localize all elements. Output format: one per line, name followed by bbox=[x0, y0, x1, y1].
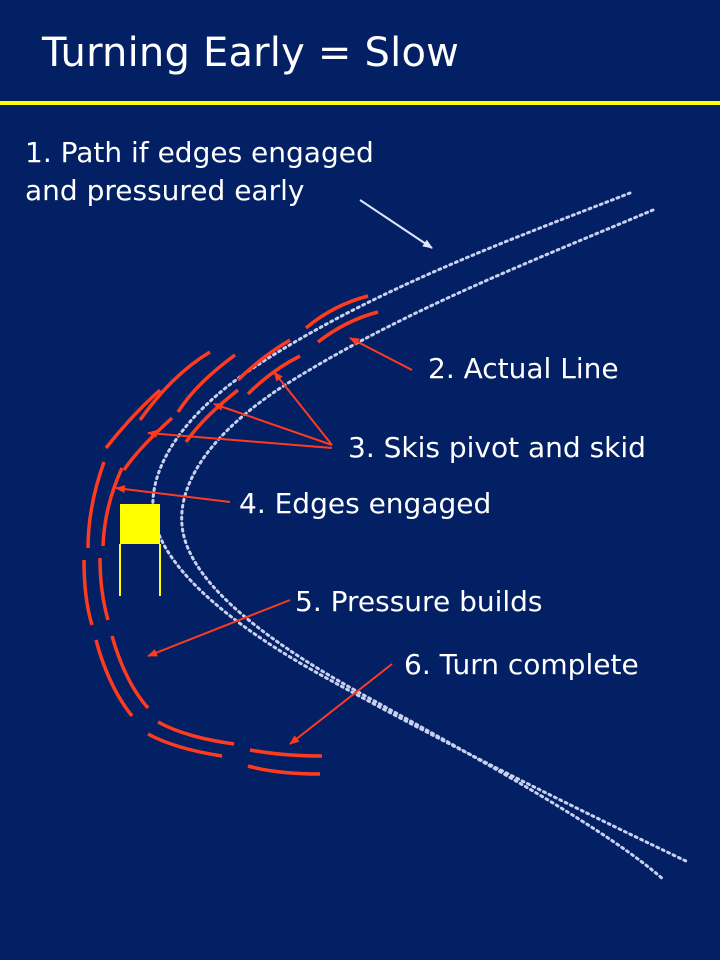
ideal-path bbox=[151, 191, 690, 882]
title-underline bbox=[0, 101, 720, 105]
track-complete-2 bbox=[157, 720, 235, 746]
track-complete-1 bbox=[147, 732, 223, 758]
slide-title: Turning Early = Slow bbox=[42, 30, 460, 76]
track-edge-2 bbox=[101, 467, 124, 547]
track-upper-2 bbox=[246, 354, 301, 396]
label-pivot-skid: 3. Skis pivot and skid bbox=[348, 431, 646, 464]
ideal-path-line-inner bbox=[180, 208, 666, 882]
gate-flag bbox=[119, 504, 161, 596]
label-actual-line: 2. Actual Line bbox=[428, 352, 619, 385]
track-entry-1 bbox=[304, 294, 369, 330]
label-ideal-path-line2: and pressured early bbox=[25, 174, 305, 207]
label-edges-engaged: 4. Edges engaged bbox=[239, 487, 492, 520]
track-pivot-1 bbox=[176, 353, 237, 413]
track-pivot-4 bbox=[104, 388, 162, 450]
track-complete-4 bbox=[249, 748, 323, 758]
arrow-pivot-3 bbox=[147, 429, 333, 449]
arrow-path bbox=[359, 199, 433, 249]
track-pressure-2 bbox=[98, 557, 110, 621]
track-complete-3 bbox=[247, 764, 321, 776]
ideal-path-line-outer bbox=[151, 191, 690, 864]
track-pressure-4 bbox=[110, 635, 150, 710]
track-pivot-5 bbox=[122, 416, 174, 471]
label-arrows bbox=[115, 199, 433, 745]
label-turn-complete: 6. Turn complete bbox=[404, 648, 639, 681]
track-pressure-1 bbox=[82, 559, 94, 626]
arrow-pressure bbox=[147, 599, 291, 657]
arrow-pivot-1 bbox=[273, 371, 333, 446]
actual-ski-tracks bbox=[82, 294, 379, 776]
label-pressure-builds: 5. Pressure builds bbox=[295, 585, 543, 618]
label-ideal-path: 1. Path if edges engaged and pressured e… bbox=[25, 134, 374, 210]
track-edge-1 bbox=[86, 461, 106, 549]
arrow-complete bbox=[289, 663, 393, 745]
track-pivot-3 bbox=[138, 350, 211, 422]
gate-flag-banner bbox=[120, 504, 160, 544]
arrow-edges bbox=[115, 485, 231, 503]
arrow-actual-line bbox=[349, 337, 413, 371]
track-upper-1 bbox=[236, 338, 291, 382]
track-pressure-3 bbox=[94, 639, 134, 718]
label-ideal-path-line1: 1. Path if edges engaged bbox=[25, 136, 374, 169]
track-entry-2 bbox=[316, 310, 379, 344]
arrow-pivot-2 bbox=[213, 403, 333, 446]
